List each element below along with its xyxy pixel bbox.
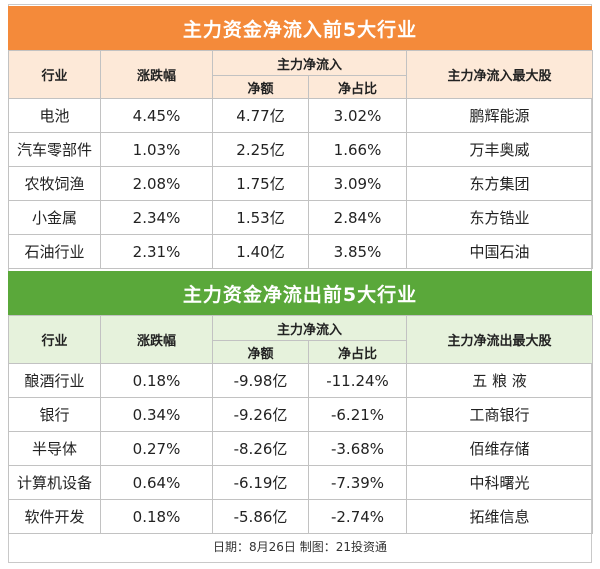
net-ratio-cell: 3.85% xyxy=(307,234,408,269)
net-amount-cell: -8.26亿 xyxy=(212,431,309,466)
inflow-subheader-row: 净额 净占比 xyxy=(9,75,593,99)
outflow-header-row: 行业 涨跌幅 主力净流入 主力净流出最大股 xyxy=(8,315,594,364)
header-main-flow: 主力净流入 xyxy=(211,315,408,341)
header-main-flow: 主力净流入 xyxy=(211,50,408,76)
change-cell: 1.03% xyxy=(100,132,213,167)
net-amount-cell: 1.53亿 xyxy=(212,200,309,235)
industry-cell: 计算机设备 xyxy=(8,465,101,500)
top-stock-cell: 佰维存储 xyxy=(406,431,594,466)
industry-cell: 软件开发 xyxy=(8,499,101,534)
industry-cell: 银行 xyxy=(8,397,101,432)
change-cell: 2.08% xyxy=(100,166,213,201)
table-row: 农牧饲渔 2.08% 1.75亿 3.09% 东方集团 xyxy=(8,166,594,201)
table-row: 半导体 0.27% -8.26亿 -3.68% 佰维存储 xyxy=(8,431,594,466)
net-ratio-cell: -2.74% xyxy=(307,499,408,534)
industry-cell: 酿酒行业 xyxy=(8,363,101,398)
net-amount-cell: 1.75亿 xyxy=(212,166,309,201)
industry-cell: 农牧饲渔 xyxy=(8,166,101,201)
net-amount-cell: -9.98亿 xyxy=(212,363,309,398)
header-top-stock: 主力净流出最大股 xyxy=(406,315,594,364)
change-cell: 2.31% xyxy=(100,234,213,269)
industry-cell: 半导体 xyxy=(8,431,101,466)
top-stock-cell: 工商银行 xyxy=(406,397,594,432)
change-cell: 0.18% xyxy=(100,363,213,398)
inflow-header-row: 行业 涨跌幅 主力净流入 主力净流入最大股 xyxy=(8,50,594,99)
net-ratio-cell: -11.24% xyxy=(307,363,408,398)
outflow-title: 主力资金净流出前5大行业 xyxy=(8,271,592,315)
outflow-table: 行业 涨跌幅 主力净流入 主力净流出最大股 净额 净占比 酿酒行业 0.18% … xyxy=(8,315,594,534)
net-ratio-cell: -3.68% xyxy=(307,431,408,466)
inflow-table: 行业 涨跌幅 主力净流入 主力净流入最大股 净额 净占比 电池 4.45% 4.… xyxy=(8,50,594,269)
header-net-ratio: 净占比 xyxy=(307,340,408,364)
top-stock-cell: 东方集团 xyxy=(406,166,594,201)
header-industry: 行业 xyxy=(8,50,101,99)
top-stock-cell: 五 粮 液 xyxy=(406,363,594,398)
net-ratio-cell: 3.02% xyxy=(307,98,408,133)
net-amount-cell: 2.25亿 xyxy=(212,132,309,167)
header-net-amount: 净额 xyxy=(212,75,309,99)
net-amount-cell: -5.86亿 xyxy=(212,499,309,534)
inflow-title: 主力资金净流入前5大行业 xyxy=(8,6,592,50)
industry-cell: 汽车零部件 xyxy=(8,132,101,167)
outflow-subheader-row: 净额 净占比 xyxy=(9,340,593,364)
industry-cell: 石油行业 xyxy=(8,234,101,269)
net-amount-cell: 4.77亿 xyxy=(212,98,309,133)
change-cell: 2.34% xyxy=(100,200,213,235)
top-stock-cell: 鹏辉能源 xyxy=(406,98,594,133)
top-stock-cell: 万丰奥威 xyxy=(406,132,594,167)
top-stock-cell: 拓维信息 xyxy=(406,499,594,534)
top-stock-cell: 中国石油 xyxy=(406,234,594,269)
header-top-stock: 主力净流入最大股 xyxy=(406,50,594,99)
net-ratio-cell: -6.21% xyxy=(307,397,408,432)
change-cell: 0.64% xyxy=(100,465,213,500)
table-row: 小金属 2.34% 1.53亿 2.84% 东方锆业 xyxy=(8,200,594,235)
header-change: 涨跌幅 xyxy=(100,315,213,364)
net-ratio-cell: 2.84% xyxy=(307,200,408,235)
table-row: 电池 4.45% 4.77亿 3.02% 鹏辉能源 xyxy=(8,98,594,133)
net-ratio-cell: -7.39% xyxy=(307,465,408,500)
header-net-amount: 净额 xyxy=(212,340,309,364)
change-cell: 0.18% xyxy=(100,499,213,534)
change-cell: 4.45% xyxy=(100,98,213,133)
table-row: 银行 0.34% -9.26亿 -6.21% 工商银行 xyxy=(8,397,594,432)
header-net-ratio: 净占比 xyxy=(307,75,408,99)
table-row: 计算机设备 0.64% -6.19亿 -7.39% 中科曙光 xyxy=(8,465,594,500)
header-change: 涨跌幅 xyxy=(100,50,213,99)
net-amount-cell: 1.40亿 xyxy=(212,234,309,269)
top-stock-cell: 东方锆业 xyxy=(406,200,594,235)
net-ratio-cell: 1.66% xyxy=(307,132,408,167)
footer-caption: 日期：8月26日 制图：21投资通 xyxy=(213,539,387,554)
change-cell: 0.34% xyxy=(100,397,213,432)
net-amount-cell: -6.19亿 xyxy=(212,465,309,500)
net-ratio-cell: 3.09% xyxy=(307,166,408,201)
table-row: 软件开发 0.18% -5.86亿 -2.74% 拓维信息 xyxy=(8,499,594,534)
net-amount-cell: -9.26亿 xyxy=(212,397,309,432)
table-row: 石油行业 2.31% 1.40亿 3.85% 中国石油 xyxy=(8,234,594,269)
header-industry: 行业 xyxy=(8,315,101,364)
industry-cell: 电池 xyxy=(8,98,101,133)
table-row: 汽车零部件 1.03% 2.25亿 1.66% 万丰奥威 xyxy=(8,132,594,167)
top-stock-cell: 中科曙光 xyxy=(406,465,594,500)
industry-cell: 小金属 xyxy=(8,200,101,235)
table-row: 酿酒行业 0.18% -9.98亿 -11.24% 五 粮 液 xyxy=(8,363,594,398)
change-cell: 0.27% xyxy=(100,431,213,466)
